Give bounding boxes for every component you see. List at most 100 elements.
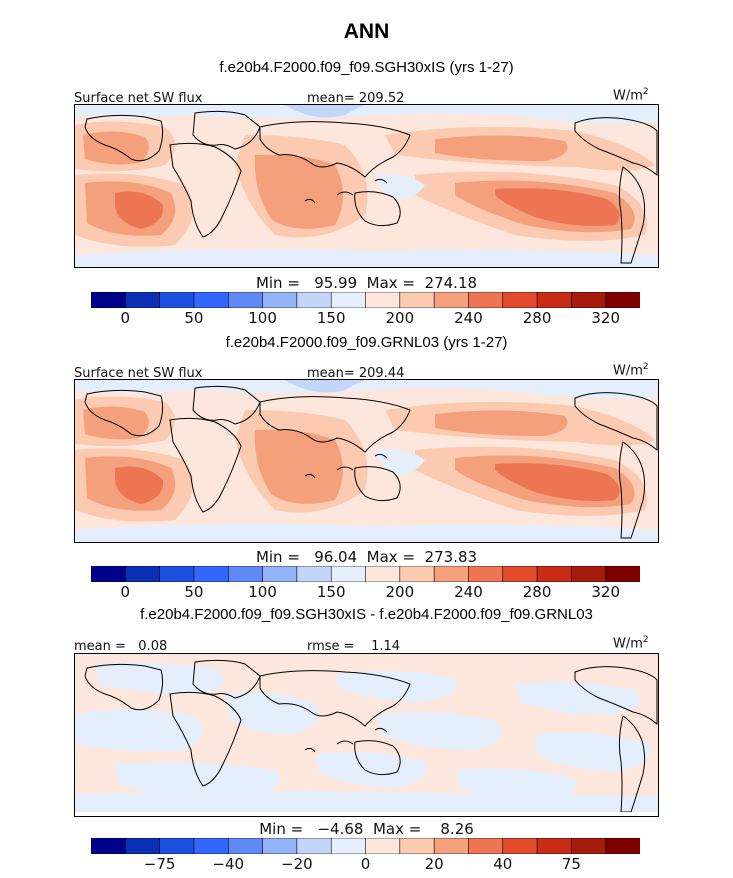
colorbar-tick-label: 200 bbox=[385, 583, 415, 601]
field-contour-region bbox=[75, 105, 658, 124]
coastline bbox=[84, 114, 164, 162]
panel-1-variable-label: Surface net SW flux bbox=[74, 91, 203, 106]
field-contour-region bbox=[254, 429, 343, 504]
colorbar-tick-label: 240 bbox=[454, 583, 483, 601]
colorbar-tick-label: 320 bbox=[591, 583, 621, 601]
panel-1-mean-label: mean= 209.52 bbox=[307, 91, 405, 106]
colorbar-swatch bbox=[399, 292, 435, 308]
colorbar-swatch bbox=[433, 838, 470, 854]
coastline bbox=[192, 110, 261, 150]
panel-2-title: f.e20b4.F2000.f09_f09.GRNL03 (yrs 1-27) bbox=[225, 334, 508, 351]
colorbar-swatch bbox=[605, 292, 640, 308]
colorbar-swatch bbox=[193, 292, 229, 308]
figure-title: ANN bbox=[343, 20, 390, 43]
field-contour-region bbox=[254, 154, 343, 229]
colorbar-tick-label: 240 bbox=[454, 309, 483, 327]
colorbar-tick-label: 150 bbox=[316, 583, 346, 601]
coastline bbox=[354, 191, 401, 227]
colorbar-swatch bbox=[502, 838, 538, 854]
colorbar-tick-label: 280 bbox=[522, 583, 552, 601]
field-contour-region bbox=[75, 791, 658, 812]
panel-2-min-max: Min = 96.04 Max = 273.83 bbox=[255, 548, 478, 566]
coastline bbox=[618, 715, 646, 812]
colorbar-swatch bbox=[536, 292, 572, 308]
colorbar-swatch bbox=[262, 292, 298, 308]
panel-2-variable-label: Surface net SW flux bbox=[74, 366, 203, 381]
colorbar-swatch bbox=[399, 566, 435, 582]
coastline bbox=[259, 670, 411, 727]
coastline bbox=[192, 385, 261, 425]
field-contour-region bbox=[95, 662, 223, 695]
panel-3-mean-label: mean = 0.08 bbox=[74, 639, 168, 654]
colorbar-tick-label: 0 bbox=[120, 583, 131, 601]
panel-3-title: f.e20b4.F2000.f09_f09.SGH30xIS - f.e20b4… bbox=[140, 606, 593, 623]
colorbar-swatch bbox=[125, 566, 161, 582]
panel-3-colorbar-ticks: −75 −40 −20 0 20 40 75 bbox=[91, 855, 640, 875]
colorbar-tick-label: 0 bbox=[360, 855, 371, 873]
field-contour-region bbox=[83, 406, 149, 440]
coastline bbox=[192, 659, 261, 699]
colorbar-tick-label: 75 bbox=[561, 855, 581, 873]
colorbar-tick-label: 20 bbox=[424, 855, 444, 873]
colorbar-swatch bbox=[296, 566, 332, 582]
colorbar-tick-label: 280 bbox=[522, 309, 552, 327]
panel-1-map bbox=[74, 104, 659, 268]
colorbar-swatch bbox=[365, 566, 401, 582]
coastline bbox=[618, 166, 646, 264]
colorbar-swatch bbox=[330, 838, 367, 854]
field-contour-region bbox=[435, 135, 568, 161]
colorbar-swatch bbox=[571, 292, 607, 308]
colorbar-swatch bbox=[159, 292, 195, 308]
coastline bbox=[169, 691, 242, 787]
colorbar-swatch bbox=[125, 292, 161, 308]
coastline bbox=[84, 389, 164, 437]
field-contour-region bbox=[285, 105, 365, 118]
coastline bbox=[304, 453, 388, 479]
colorbar-tick-label: 320 bbox=[591, 309, 621, 327]
field-contour-region bbox=[115, 466, 164, 504]
colorbar-swatch bbox=[536, 566, 572, 582]
colorbar-swatch bbox=[330, 566, 367, 582]
colorbar-swatch bbox=[91, 838, 126, 854]
field-contour-region bbox=[83, 131, 149, 165]
colorbar-swatch bbox=[262, 838, 298, 854]
coastline bbox=[304, 178, 388, 204]
field-contour-region bbox=[75, 248, 658, 267]
colorbar-swatch bbox=[365, 292, 401, 308]
field-contour-region bbox=[375, 712, 502, 750]
colorbar-swatch bbox=[330, 292, 367, 308]
colorbar-tick-label: 200 bbox=[385, 309, 415, 327]
coastline bbox=[574, 117, 658, 177]
field-contour-region bbox=[435, 410, 568, 436]
colorbar-swatch bbox=[125, 838, 161, 854]
field-contour-region bbox=[75, 709, 203, 752]
colorbar-swatch bbox=[365, 838, 401, 854]
colorbar-swatch bbox=[159, 566, 195, 582]
colorbar-swatch bbox=[571, 838, 607, 854]
field-contour-region bbox=[375, 174, 425, 200]
colorbar-swatch bbox=[433, 292, 470, 308]
panel-1-min-max: Min = 95.99 Max = 274.18 bbox=[255, 274, 478, 292]
coastline bbox=[574, 392, 658, 452]
colorbar-tick-label: −40 bbox=[212, 855, 245, 873]
panel-3-units: W/m2 bbox=[613, 635, 649, 652]
colorbar-swatch bbox=[159, 838, 195, 854]
panel-3-colorbar bbox=[91, 838, 640, 854]
coastline bbox=[618, 441, 646, 539]
field-contour-region bbox=[75, 523, 658, 542]
panel-2-mean-label: mean= 209.44 bbox=[307, 366, 405, 381]
colorbar-swatch bbox=[296, 292, 332, 308]
field-contour-region bbox=[315, 752, 427, 788]
panel-3-rmse-label: rmse = 1.14 bbox=[307, 639, 401, 654]
colorbar-swatch bbox=[193, 566, 229, 582]
colorbar-swatch bbox=[227, 838, 264, 854]
colorbar-tick-label: 100 bbox=[248, 583, 277, 601]
colorbar-swatch bbox=[571, 566, 607, 582]
panel-2-colorbar bbox=[91, 566, 640, 582]
colorbar-swatch bbox=[227, 566, 264, 582]
panel-3-min-max: Min = −4.68 Max = 8.26 bbox=[259, 820, 474, 838]
coastline bbox=[259, 121, 411, 178]
colorbar-swatch bbox=[468, 566, 504, 582]
colorbar-tick-label: 50 bbox=[184, 309, 204, 327]
field-contour-region bbox=[495, 188, 620, 226]
